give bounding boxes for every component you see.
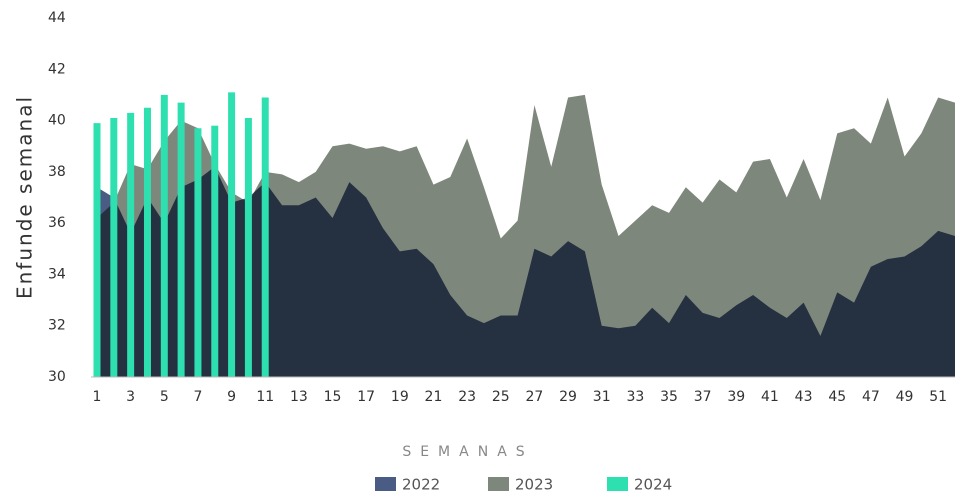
x-tick-label: 33 xyxy=(626,389,644,405)
x-axis-title: SEMANAS xyxy=(402,444,533,460)
x-tick-label: 23 xyxy=(458,389,476,405)
x-tick-label: 5 xyxy=(160,389,169,405)
x-tick-label: 39 xyxy=(727,389,745,405)
x-tick-label: 11 xyxy=(256,389,274,405)
x-tick-label: 43 xyxy=(795,389,813,405)
legend-label: 2023 xyxy=(515,476,553,494)
y-axis-title: Enfunde semanal xyxy=(13,95,37,299)
bar xyxy=(228,92,236,377)
x-tick-label: 41 xyxy=(761,389,779,405)
x-tick-label: 7 xyxy=(193,389,202,405)
bar xyxy=(93,123,101,377)
x-tick-label: 25 xyxy=(492,389,510,405)
x-tick-label: 1 xyxy=(93,389,102,405)
x-tick-label: 35 xyxy=(660,389,678,405)
y-tick-label: 44 xyxy=(48,10,66,26)
bar xyxy=(160,94,168,377)
y-tick-label: 30 xyxy=(48,369,66,385)
legend-swatch xyxy=(607,477,628,491)
y-tick-label: 42 xyxy=(48,61,66,77)
x-tick-label: 37 xyxy=(694,389,712,405)
y-tick-label: 32 xyxy=(48,318,66,334)
x-tick-label: 31 xyxy=(593,389,611,405)
x-tick-label: 47 xyxy=(862,389,880,405)
bar xyxy=(110,118,118,377)
x-tick-label: 29 xyxy=(559,389,577,405)
bar xyxy=(244,118,252,377)
x-tick-label: 13 xyxy=(290,389,308,405)
x-tick-label: 3 xyxy=(126,389,135,405)
bar xyxy=(177,102,185,377)
x-tick-label: 27 xyxy=(525,389,543,405)
x-tick-label: 15 xyxy=(324,389,342,405)
y-tick-label: 40 xyxy=(48,113,66,129)
bar xyxy=(127,112,135,377)
x-tick-label: 45 xyxy=(828,389,846,405)
y-tick-label: 34 xyxy=(48,266,66,282)
bar xyxy=(261,97,269,377)
bar xyxy=(194,128,202,377)
y-tick-label: 38 xyxy=(48,164,66,180)
x-tick-label: 51 xyxy=(929,389,947,405)
x-tick-label: 9 xyxy=(227,389,236,405)
bar xyxy=(211,125,219,377)
y-tick-label: 36 xyxy=(48,215,66,231)
legend-label: 2022 xyxy=(402,476,440,494)
x-tick-label: 17 xyxy=(357,389,375,405)
legend-label: 2024 xyxy=(634,476,672,494)
area xyxy=(97,166,955,377)
x-tick-label: 49 xyxy=(896,389,914,405)
bar xyxy=(143,107,151,377)
x-tick-label: 19 xyxy=(391,389,409,405)
legend-swatch xyxy=(488,477,509,491)
x-tick-label: 21 xyxy=(425,389,443,405)
legend-swatch xyxy=(375,477,396,491)
